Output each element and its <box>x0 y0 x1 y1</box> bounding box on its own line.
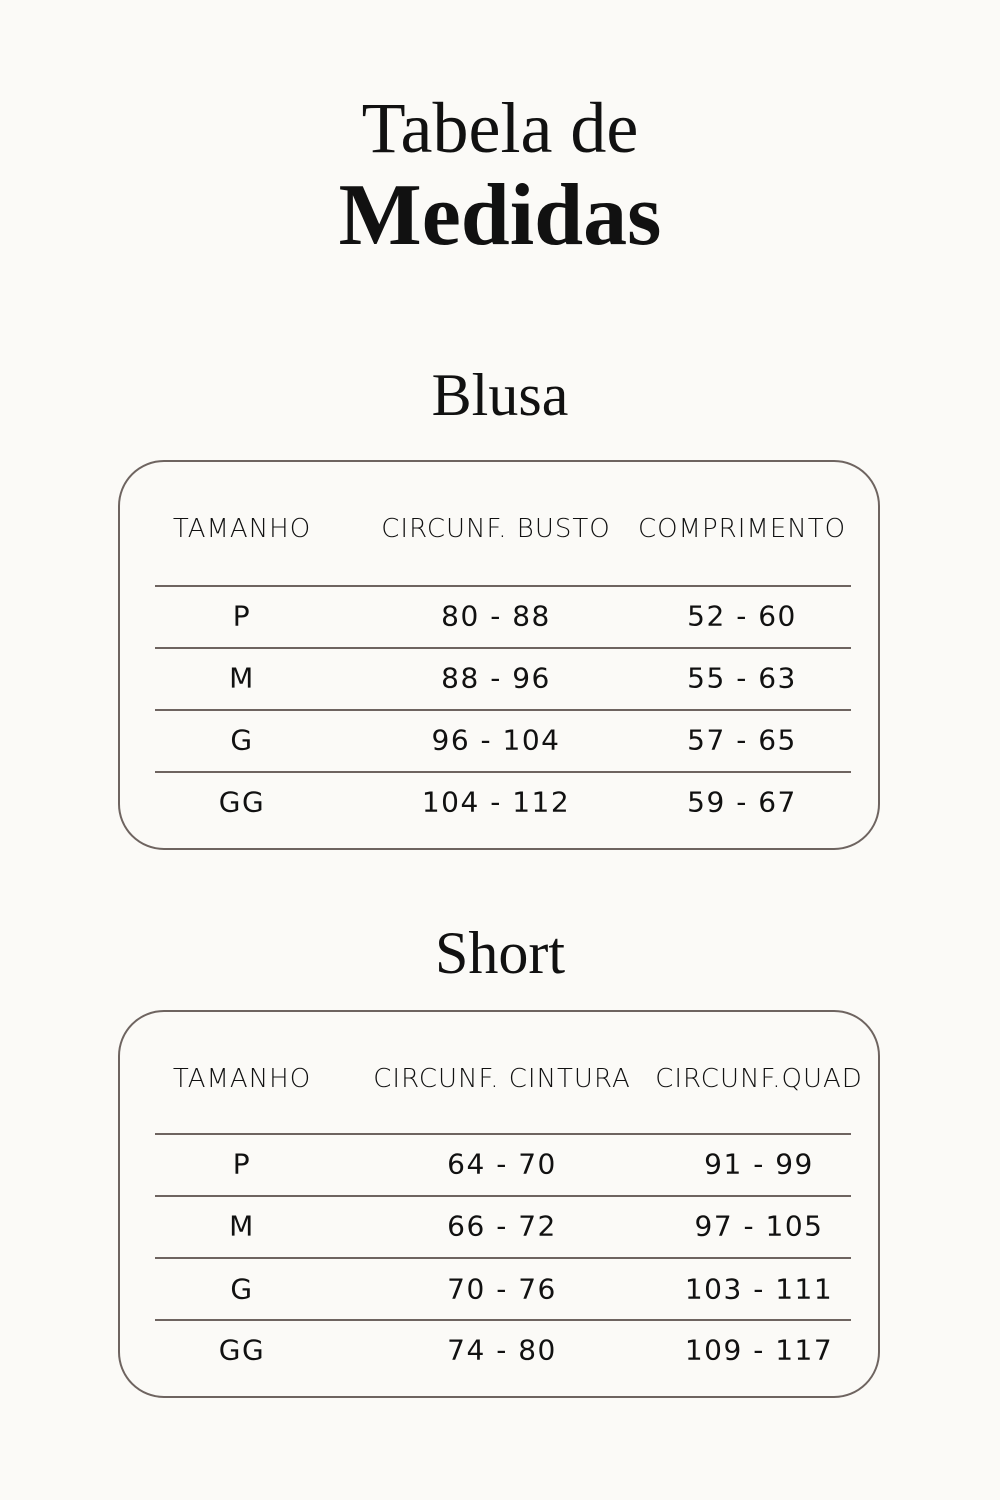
column-header: CIRCUNF. BUSTO <box>381 514 611 544</box>
table-cell: 103 - 111 <box>684 1272 834 1306</box>
column-header: CIRCUNF.QUAD <box>655 1064 863 1094</box>
column-header: COMPRIMENTO <box>637 514 847 544</box>
table-cell: 97 - 105 <box>694 1209 824 1243</box>
table-cell: 59 - 67 <box>687 785 797 819</box>
column-header: TAMANHO <box>172 514 312 544</box>
table-cell: 80 - 88 <box>441 599 551 633</box>
row-divider <box>155 771 851 773</box>
table-cell: M <box>229 1209 255 1243</box>
table-cell: GG <box>218 785 266 819</box>
section-title: Blusa <box>431 362 569 428</box>
table-cell: 64 - 70 <box>447 1147 557 1181</box>
table-cell: M <box>229 661 255 695</box>
size-table: TAMANHO CIRCUNF. BUSTO COMPRIMENTO P 80 - 88… <box>118 460 880 850</box>
table-cell: G <box>230 723 254 757</box>
table-cell: P <box>232 599 252 633</box>
table-cell: 52 - 60 <box>687 599 797 633</box>
table-cell: 57 - 65 <box>687 723 797 757</box>
table-cell: 88 - 96 <box>441 661 551 695</box>
table-cell: 66 - 72 <box>447 1209 557 1243</box>
row-divider <box>155 1195 851 1197</box>
row-divider <box>155 1319 851 1321</box>
column-header: TAMANHO <box>172 1064 312 1094</box>
column-header: CIRCUNF. CINTURA <box>373 1064 631 1094</box>
table-cell: 104 - 112 <box>421 785 571 819</box>
table-cell: 91 - 99 <box>704 1147 814 1181</box>
row-divider <box>155 585 851 587</box>
section-title: Short <box>434 920 566 986</box>
row-divider <box>155 709 851 711</box>
size-table: TAMANHO CIRCUNF. CINTURA CIRCUNF.QUAD P 64 -… <box>118 1010 880 1398</box>
page-title-line1: Tabela de <box>361 88 639 168</box>
row-divider <box>155 1133 851 1135</box>
table-cell: 55 - 63 <box>687 661 797 695</box>
table-cell: G <box>230 1272 254 1306</box>
row-divider <box>155 1257 851 1259</box>
table-cell: GG <box>218 1333 266 1367</box>
table-cell: 96 - 104 <box>431 723 561 757</box>
table-cell: 74 - 80 <box>447 1333 557 1367</box>
table-cell: P <box>232 1147 252 1181</box>
table-cell: 70 - 76 <box>447 1272 557 1306</box>
table-cell: 109 - 117 <box>684 1333 834 1367</box>
row-divider <box>155 647 851 649</box>
page-title-line2: Medidas <box>338 167 662 264</box>
